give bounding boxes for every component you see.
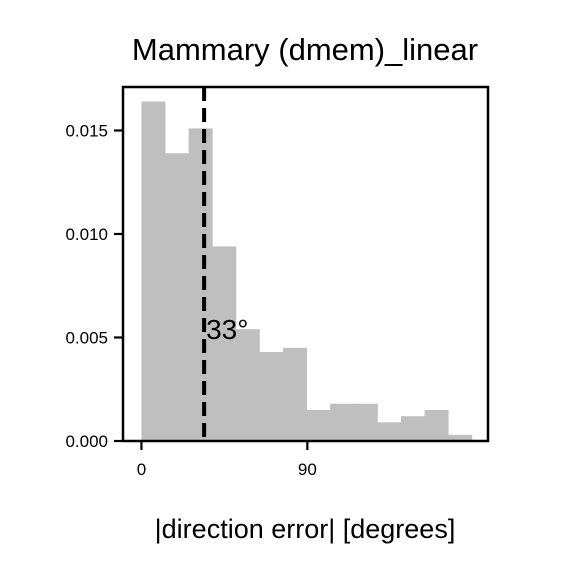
histogram-bar [377,422,402,441]
y-tick-label: 0.000 [65,432,108,451]
histogram-bars [141,101,473,442]
histogram-bar [306,409,331,441]
histogram-bar [141,101,166,442]
chart-title: Mammary (dmem)_linear [132,32,478,67]
histogram-bar [448,434,473,441]
histogram-bar [212,246,237,441]
x-tick-label: 90 [298,460,317,479]
y-axis-ticks: 0.000 0.005 0.010 0.015 [65,121,123,451]
histogram-bar [235,329,260,441]
y-tick-label: 0.005 [65,328,108,347]
histogram-bar [400,416,425,441]
histogram-bar [330,403,355,441]
histogram-bar [353,403,378,441]
histogram-bar [283,347,308,441]
x-tick-label: 0 [137,460,146,479]
median-marker: 33° [202,87,248,441]
histogram-bar [259,351,284,441]
histogram-bar [188,128,213,441]
x-axis-ticks: 0 90 [137,441,317,479]
histogram-bar [165,153,190,441]
axes-frame [121,85,490,443]
y-tick-label: 0.015 [65,121,108,140]
y-tick-label: 0.010 [65,225,108,244]
x-axis-label: |direction error| [degrees] [155,514,456,544]
histogram-bar [424,409,449,441]
median-label: 33° [206,314,248,345]
